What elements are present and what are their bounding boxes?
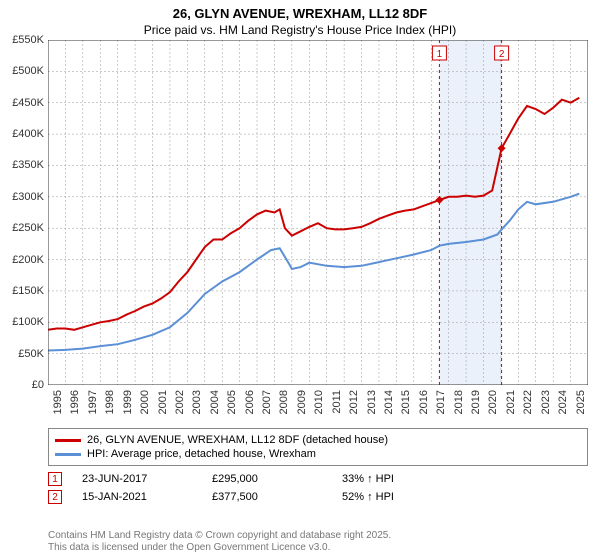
marker-row: 2 15-JAN-2021£377,50052% ↑ HPI: [48, 488, 588, 506]
x-tick-label: 2019: [470, 390, 482, 414]
footer-line-1: Contains HM Land Registry data © Crown c…: [48, 530, 391, 542]
svg-text:1: 1: [437, 49, 443, 60]
x-tick-label: 2001: [157, 390, 169, 414]
y-tick-label: £350K: [12, 159, 44, 171]
x-tick-label: 1998: [104, 390, 116, 414]
legend-label: 26, GLYN AVENUE, WREXHAM, LL12 8DF (deta…: [87, 434, 388, 446]
x-tick-label: 2006: [244, 390, 256, 414]
chart-title-1: 26, GLYN AVENUE, WREXHAM, LL12 8DF: [0, 0, 600, 21]
x-tick-label: 2021: [505, 390, 517, 414]
marker-badge: 2: [48, 490, 62, 504]
x-tick-label: 1996: [69, 390, 81, 414]
y-tick-label: £250K: [12, 222, 44, 234]
y-tick-label: £400K: [12, 128, 44, 140]
y-tick-label: £300K: [12, 191, 44, 203]
marker-price: £295,000: [212, 473, 342, 485]
y-tick-label: £150K: [12, 285, 44, 297]
legend-swatch: [55, 453, 81, 456]
x-tick-label: 2012: [348, 390, 360, 414]
marker-date: 15-JAN-2021: [82, 491, 212, 503]
x-tick-label: 1997: [87, 390, 99, 414]
x-tick-label: 2011: [331, 390, 343, 414]
footer-line-2: This data is licensed under the Open Gov…: [48, 542, 391, 554]
chart-title-2: Price paid vs. HM Land Registry's House …: [0, 21, 600, 37]
footer: Contains HM Land Registry data © Crown c…: [48, 530, 391, 554]
marker-date: 23-JUN-2017: [82, 473, 212, 485]
x-tick-label: 2005: [226, 390, 238, 414]
y-tick-label: £200K: [12, 254, 44, 266]
x-tick-label: 2020: [487, 390, 499, 414]
legend-item: HPI: Average price, detached house, Wrex…: [55, 447, 581, 461]
chart-svg: 12: [48, 40, 588, 385]
marker-price: £377,500: [212, 491, 342, 503]
y-tick-label: £500K: [12, 65, 44, 77]
x-tick-label: 2022: [522, 390, 534, 414]
x-tick-label: 2008: [278, 390, 290, 414]
x-tick-label: 1999: [122, 390, 134, 414]
marker-badge: 1: [48, 472, 62, 486]
y-tick-label: £100K: [12, 316, 44, 328]
legend-item: 26, GLYN AVENUE, WREXHAM, LL12 8DF (deta…: [55, 433, 581, 447]
x-tick-label: 2023: [540, 390, 552, 414]
x-tick-label: 1995: [52, 390, 64, 414]
marker-delta: 52% ↑ HPI: [342, 491, 472, 503]
x-tick-label: 2025: [575, 390, 587, 414]
x-tick-label: 2016: [418, 390, 430, 414]
x-tick-label: 2013: [366, 390, 378, 414]
marker-delta: 33% ↑ HPI: [342, 473, 472, 485]
y-tick-label: £0: [32, 379, 44, 391]
y-tick-label: £550K: [12, 34, 44, 46]
svg-text:2: 2: [499, 49, 505, 60]
legend-swatch: [55, 439, 81, 442]
markers-table: 1 23-JUN-2017£295,00033% ↑ HPI 2 15-JAN-202…: [48, 470, 588, 506]
x-tick-label: 2009: [296, 390, 308, 414]
x-tick-label: 2003: [191, 390, 203, 414]
x-tick-label: 2014: [383, 390, 395, 414]
plot-area: 12: [48, 40, 588, 385]
x-tick-label: 2004: [209, 390, 221, 414]
x-tick-label: 2024: [557, 390, 569, 414]
x-tick-label: 2010: [313, 390, 325, 414]
y-tick-label: £50K: [18, 348, 44, 360]
legend: 26, GLYN AVENUE, WREXHAM, LL12 8DF (deta…: [48, 428, 588, 466]
y-axis-labels: £0£50K£100K£150K£200K£250K£300K£350K£400…: [2, 40, 46, 385]
x-tick-label: 2017: [435, 390, 447, 414]
x-tick-label: 2015: [400, 390, 412, 414]
x-axis-labels: 1995 1996 1997 1998 1999 2000 2001 2002 2003 2004…: [48, 388, 588, 428]
x-tick-label: 2002: [174, 390, 186, 414]
legend-label: HPI: Average price, detached house, Wrex…: [87, 448, 316, 460]
marker-row: 1 23-JUN-2017£295,00033% ↑ HPI: [48, 470, 588, 488]
y-tick-label: £450K: [12, 97, 44, 109]
x-tick-label: 2007: [261, 390, 273, 414]
x-tick-label: 2000: [139, 390, 151, 414]
x-tick-label: 2018: [453, 390, 465, 414]
